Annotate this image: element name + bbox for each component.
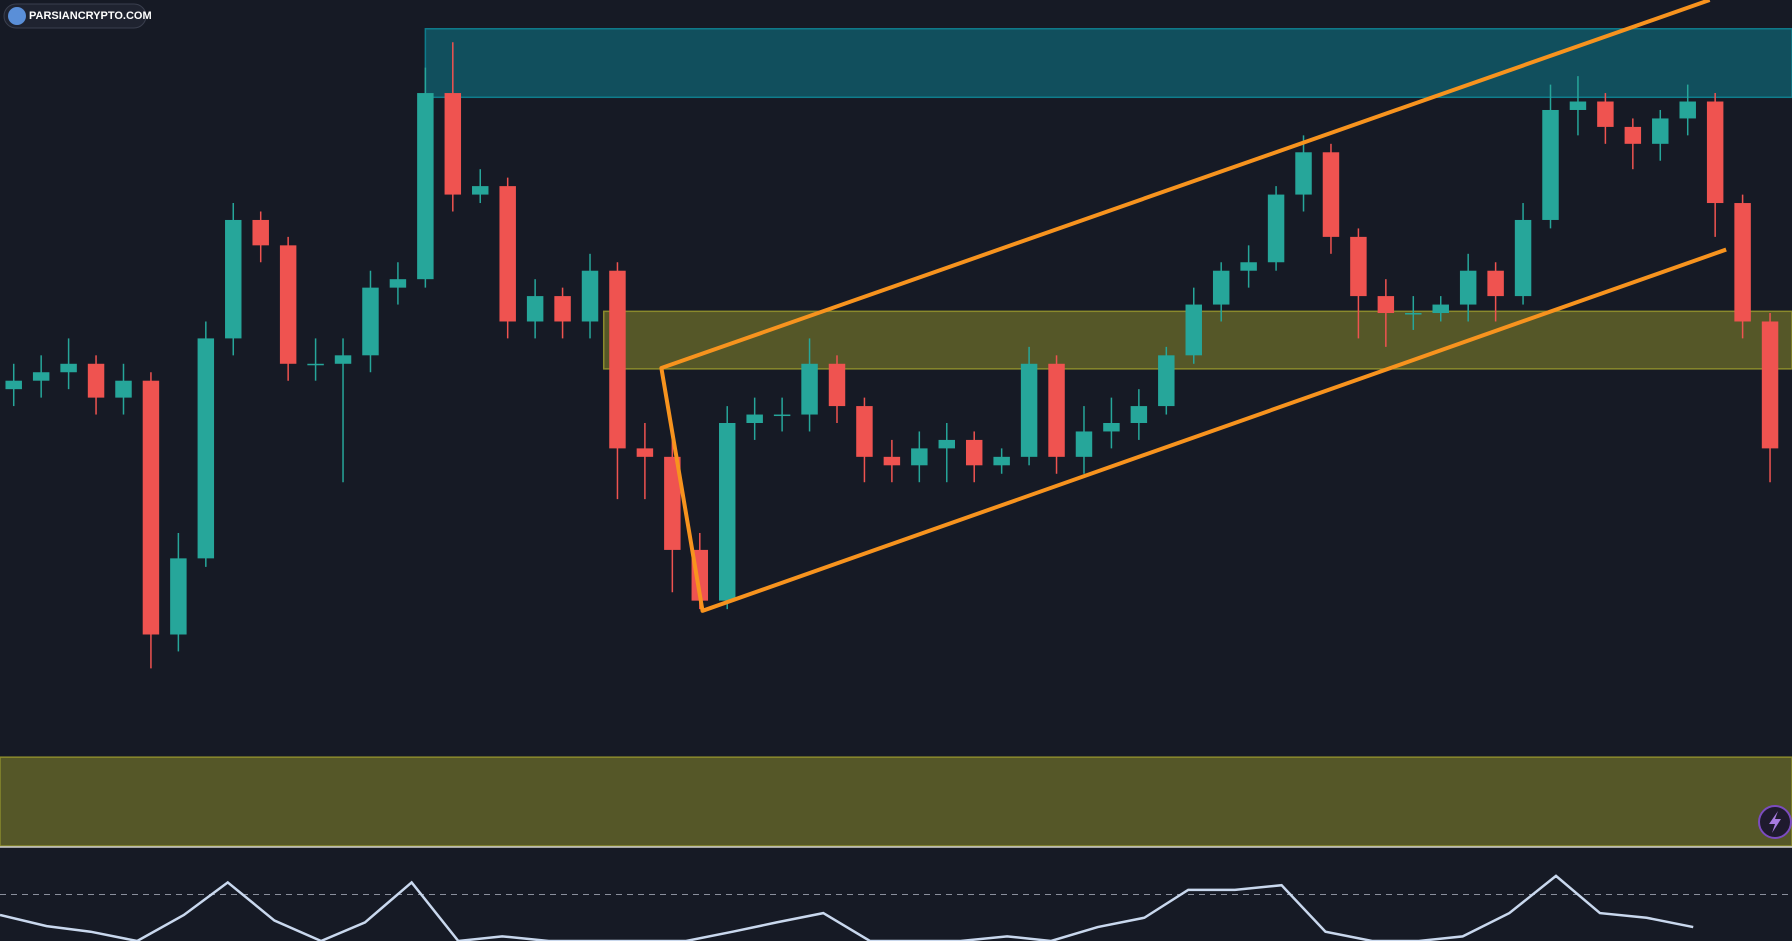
candle-body — [1432, 304, 1449, 314]
candle-body — [1487, 270, 1504, 297]
candle-body — [472, 186, 489, 195]
candle-body — [526, 296, 544, 322]
candle-body — [746, 414, 763, 423]
watermark-pill — [3, 3, 147, 29]
candle-body — [581, 270, 599, 322]
candle-body — [362, 287, 379, 356]
alert-bolt — [1769, 811, 1781, 833]
candle-body — [1706, 101, 1724, 204]
alert-icon[interactable] — [1758, 805, 1792, 839]
candle-body — [1020, 363, 1038, 457]
candle-body — [1679, 101, 1696, 119]
candle-body — [664, 456, 681, 550]
candle-body — [883, 456, 901, 466]
candle-body — [1212, 270, 1230, 305]
candle-body — [1103, 423, 1120, 432]
zone — [0, 756, 1792, 847]
candle-body — [252, 219, 269, 246]
candle-body — [1158, 355, 1175, 407]
candle-body — [828, 363, 846, 407]
candle-body — [965, 439, 983, 466]
candle-body — [1597, 101, 1614, 127]
candle-body — [718, 423, 736, 601]
candle-body — [1240, 262, 1257, 271]
watermark-logo — [8, 7, 26, 25]
candle-body — [60, 363, 77, 373]
candle-body — [279, 245, 297, 364]
candle-body — [197, 338, 215, 559]
zones — [0, 28, 1792, 847]
candle-body — [1267, 194, 1285, 263]
candle-body — [87, 363, 105, 398]
candle-body — [1514, 219, 1532, 297]
candle-body — [938, 439, 956, 449]
candles — [5, 42, 1779, 669]
candle-body — [773, 414, 791, 417]
candle-body — [444, 93, 462, 195]
candle-body — [1075, 431, 1093, 457]
candle-body — [115, 380, 132, 398]
candle-body — [225, 219, 242, 339]
candle-body — [170, 558, 187, 635]
watermark: PARSIANCRYPTO.COM — [3, 3, 152, 29]
candle-body — [1761, 321, 1779, 449]
candle-body — [1377, 296, 1395, 314]
candle-body — [1459, 270, 1477, 305]
candle-body — [1048, 363, 1065, 457]
candle-body — [1569, 101, 1587, 110]
channel-line — [659, 0, 1727, 613]
candle-body — [1130, 406, 1148, 423]
candle-body — [1295, 152, 1312, 195]
candle-body — [1350, 236, 1367, 297]
candle-body — [499, 186, 516, 322]
candle-body — [1734, 203, 1751, 322]
candle-body — [1322, 152, 1340, 237]
candle-body — [801, 363, 818, 415]
candle-body — [911, 448, 928, 466]
watermark-text: PARSIANCRYPTO.COM — [29, 10, 152, 22]
candle-body — [993, 456, 1010, 466]
candle-body — [32, 372, 50, 381]
oscillator-line — [0, 874, 1694, 941]
candle-body — [417, 93, 434, 280]
candle-body — [307, 363, 324, 366]
candle-body — [554, 296, 571, 322]
candle-body — [609, 270, 626, 449]
candle-body — [636, 448, 654, 457]
candle-body — [1405, 313, 1422, 315]
candle-body — [142, 380, 160, 635]
overlay — [659, 0, 1727, 613]
zone — [424, 28, 1792, 99]
candle-body — [334, 355, 352, 364]
candle-body — [1542, 109, 1559, 220]
candle-body — [1652, 118, 1669, 144]
candle-body — [389, 279, 407, 288]
candle-body — [5, 380, 22, 390]
candle-body — [856, 406, 873, 457]
candle-body — [1624, 126, 1642, 144]
candle-body — [1185, 304, 1202, 356]
oscillator-pane — [0, 874, 1792, 941]
